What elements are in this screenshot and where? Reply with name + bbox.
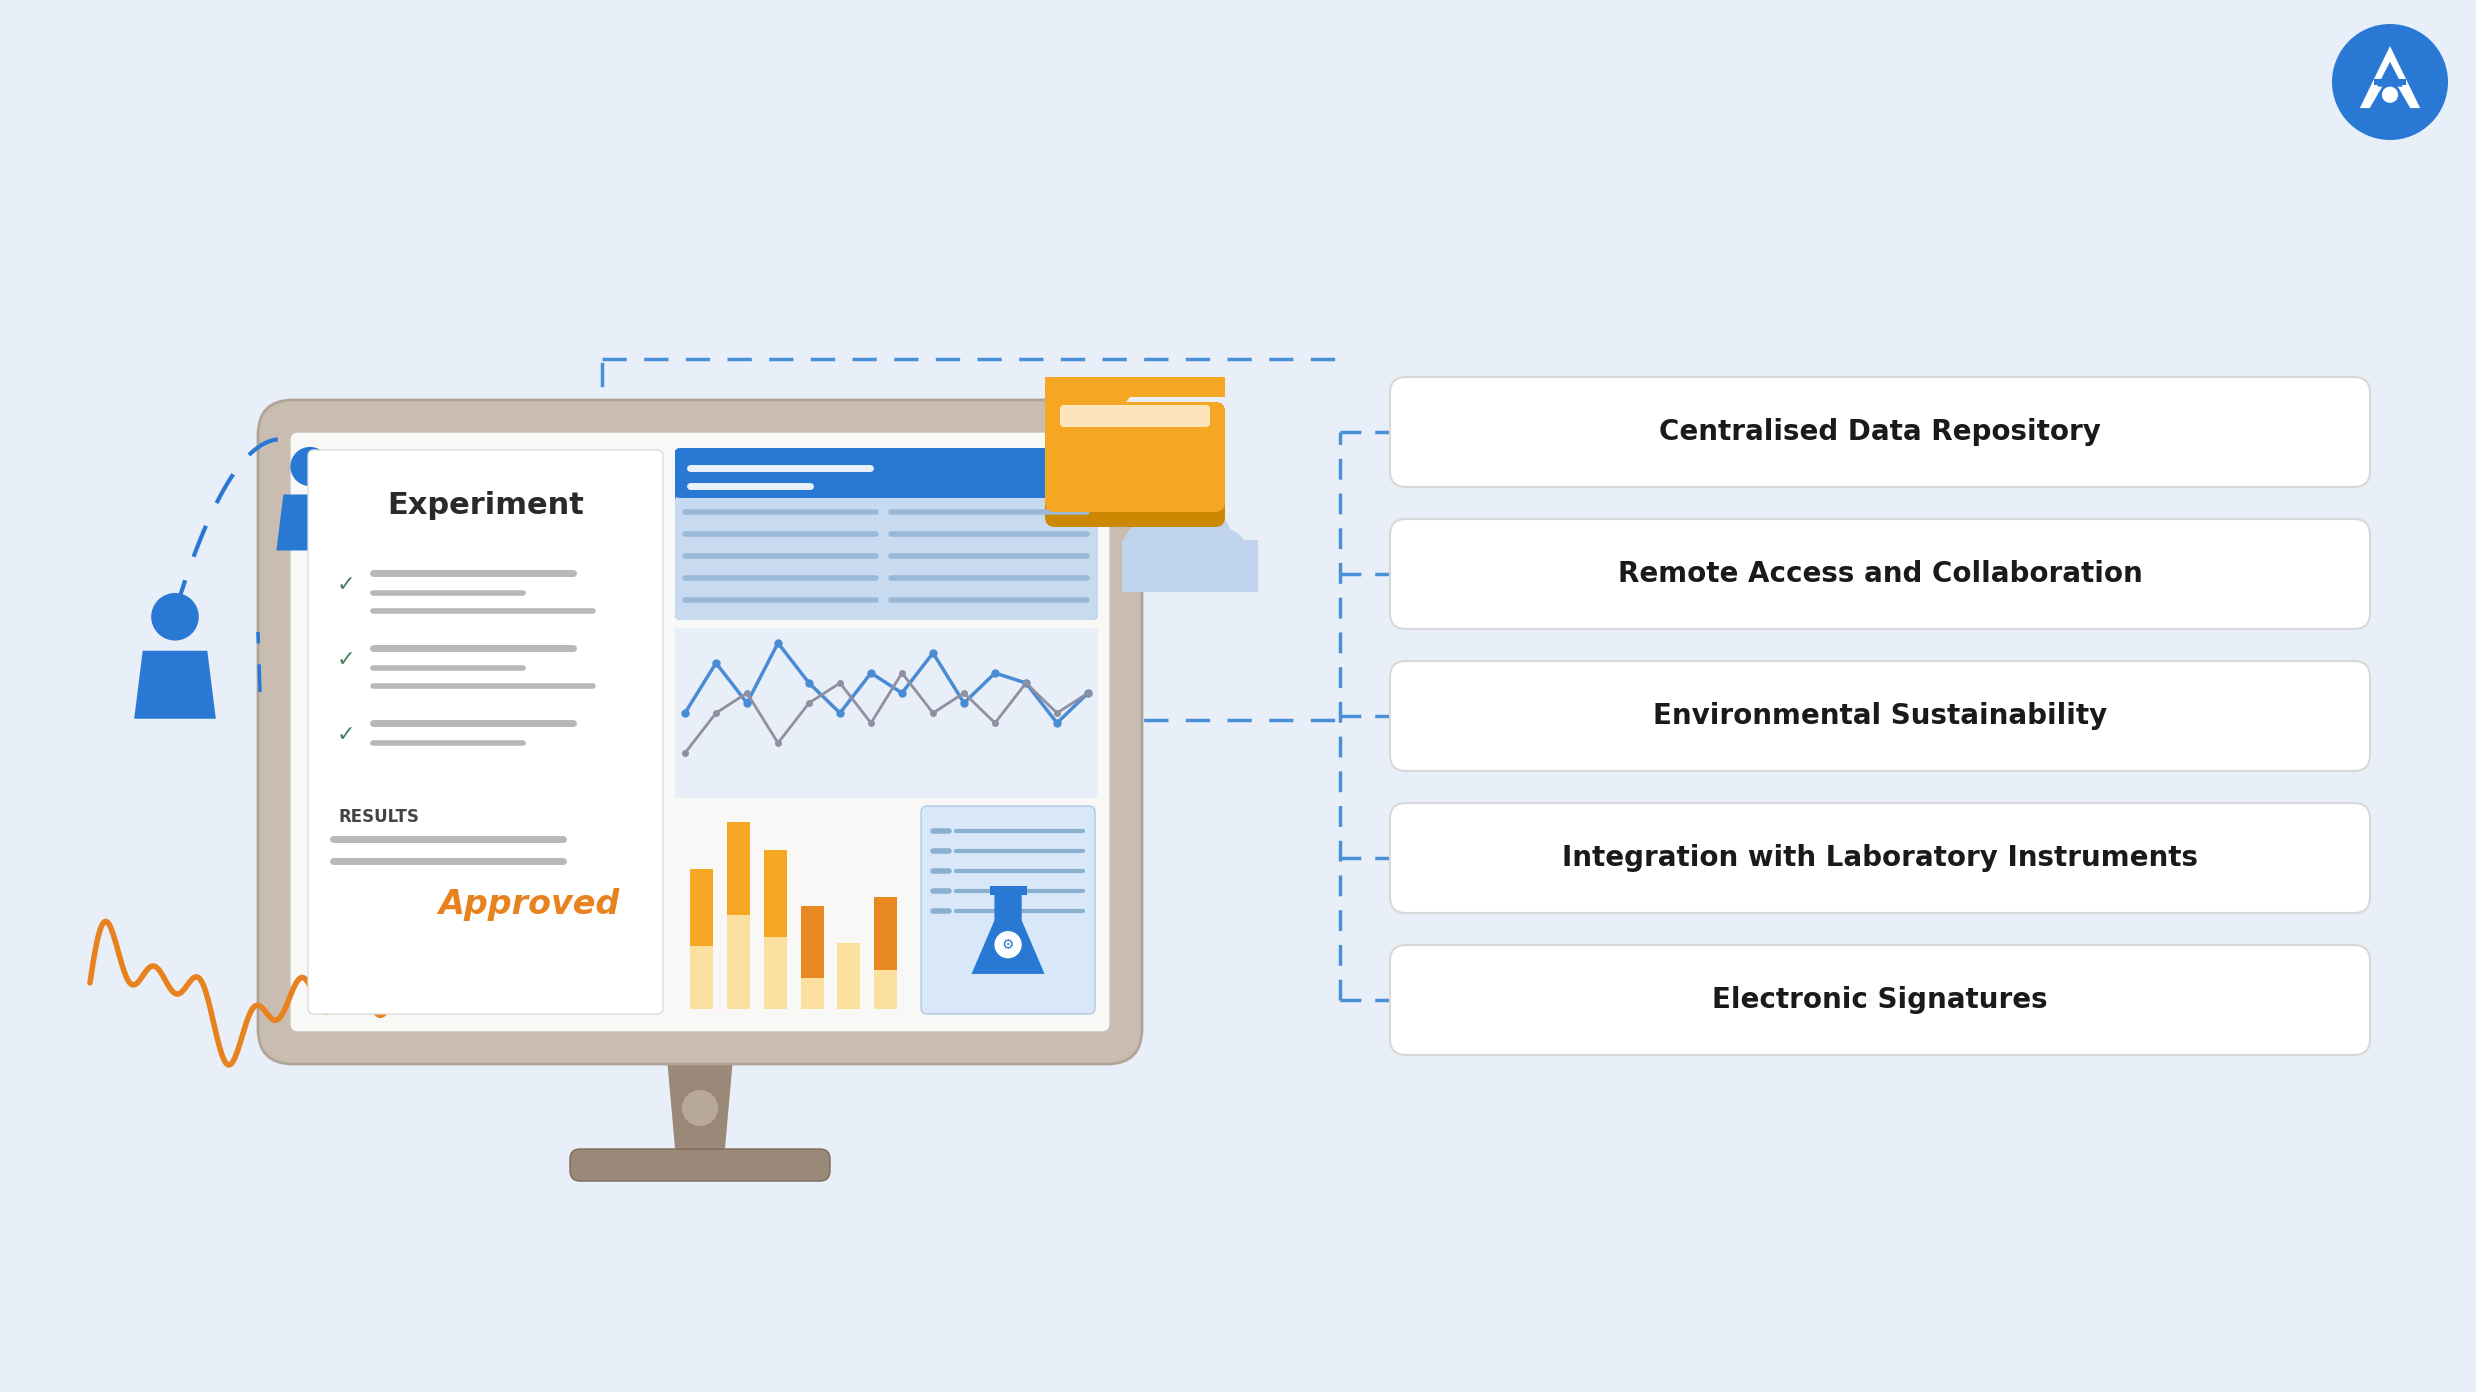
Circle shape (1196, 528, 1248, 580)
Bar (874, 896, 896, 1009)
Circle shape (681, 1090, 718, 1126)
Bar (691, 869, 713, 1009)
FancyBboxPatch shape (1389, 377, 2370, 487)
FancyBboxPatch shape (1389, 661, 2370, 771)
FancyBboxPatch shape (1045, 402, 1226, 528)
Text: ✓: ✓ (337, 575, 357, 594)
Circle shape (1122, 521, 1181, 580)
Circle shape (2332, 24, 2449, 141)
Text: Integration with Laboratory Instruments: Integration with Laboratory Instruments (1562, 844, 2199, 871)
Text: Environmental Sustainability: Environmental Sustainability (1654, 702, 2107, 729)
Bar (728, 821, 750, 916)
FancyBboxPatch shape (307, 450, 664, 1013)
Bar (874, 896, 896, 970)
Circle shape (151, 593, 198, 640)
Text: Experiment: Experiment (386, 490, 584, 519)
Bar (2374, 79, 2407, 85)
Text: RESULTS: RESULTS (339, 807, 418, 825)
Bar (691, 869, 713, 945)
Polygon shape (1045, 377, 1226, 418)
FancyBboxPatch shape (1389, 803, 2370, 913)
Circle shape (2382, 86, 2399, 103)
Circle shape (1149, 500, 1233, 585)
Bar (676, 628, 1097, 798)
FancyBboxPatch shape (676, 450, 1097, 619)
Text: ✓: ✓ (337, 650, 357, 670)
FancyBboxPatch shape (1060, 405, 1211, 427)
FancyBboxPatch shape (1045, 402, 1226, 512)
FancyBboxPatch shape (921, 806, 1094, 1013)
FancyBboxPatch shape (1389, 519, 2370, 629)
Bar (676, 450, 1097, 496)
Text: ✓: ✓ (337, 725, 357, 745)
Text: ⚙: ⚙ (1003, 938, 1015, 952)
Polygon shape (277, 494, 344, 550)
FancyBboxPatch shape (676, 448, 1097, 498)
FancyBboxPatch shape (258, 400, 1141, 1063)
Text: Remote Access and Collaboration: Remote Access and Collaboration (1617, 560, 2142, 587)
Polygon shape (134, 650, 215, 718)
FancyBboxPatch shape (290, 432, 1109, 1031)
FancyBboxPatch shape (569, 1148, 829, 1180)
Polygon shape (2377, 61, 2402, 86)
Bar (800, 906, 825, 979)
Bar (800, 906, 825, 1009)
Bar (990, 887, 1028, 895)
FancyBboxPatch shape (676, 496, 1097, 619)
Circle shape (995, 931, 1023, 958)
Circle shape (290, 447, 329, 486)
Polygon shape (669, 1063, 733, 1154)
Text: Centralised Data Repository: Centralised Data Repository (1659, 418, 2102, 445)
Bar (763, 851, 787, 937)
Text: Approved: Approved (438, 888, 619, 922)
Bar (1122, 540, 1258, 592)
Polygon shape (2360, 46, 2419, 109)
Polygon shape (971, 894, 1045, 974)
FancyBboxPatch shape (1389, 945, 2370, 1055)
Bar (837, 944, 862, 1009)
Text: Electronic Signatures: Electronic Signatures (1713, 986, 2048, 1013)
Bar (763, 851, 787, 1009)
Bar (728, 821, 750, 1009)
